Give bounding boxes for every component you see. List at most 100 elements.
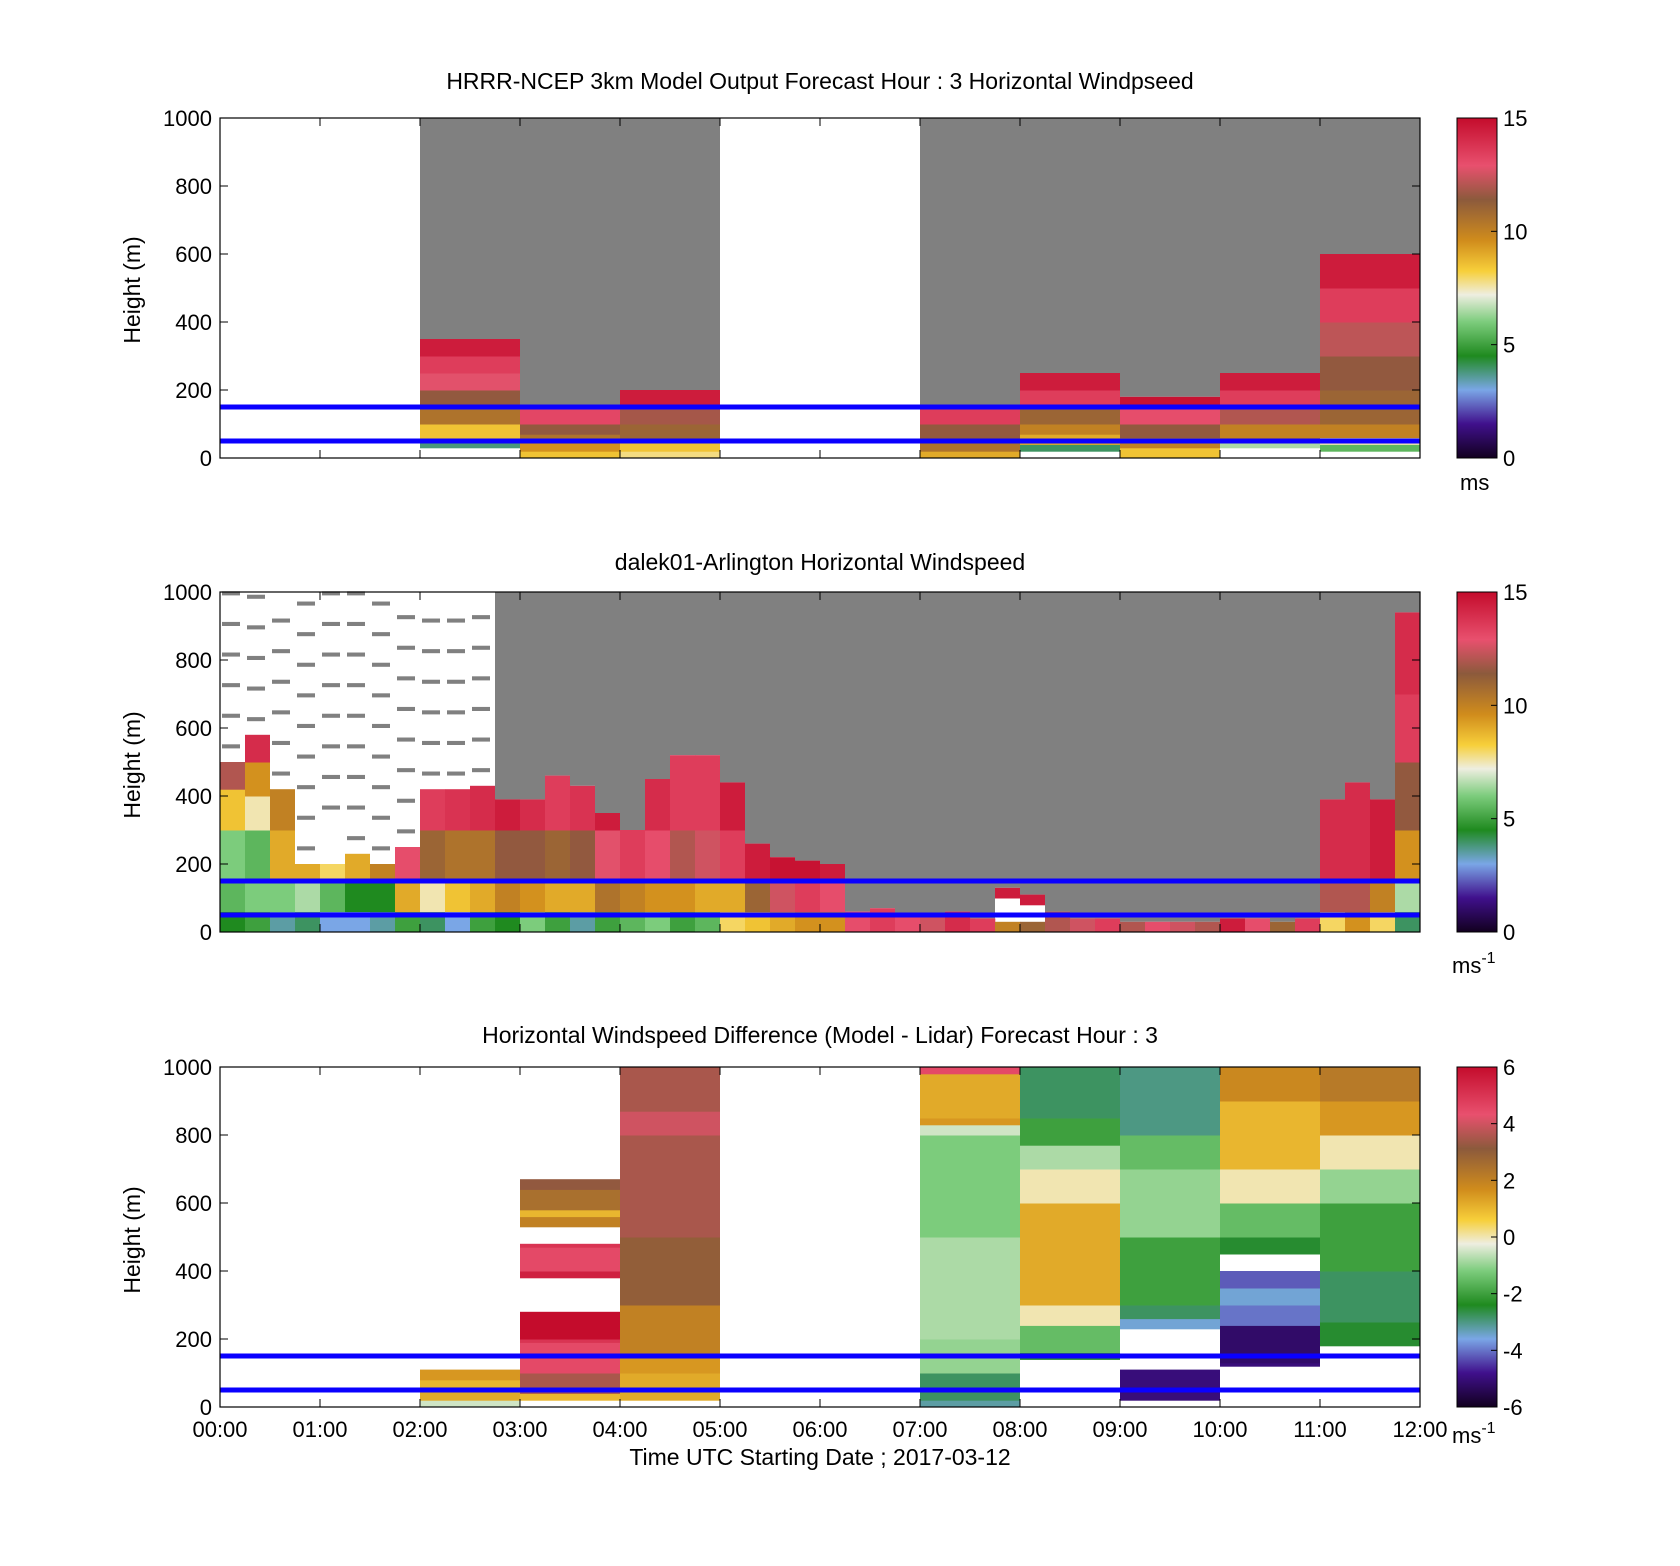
- panel-2-heatmap-cell: [372, 693, 390, 698]
- panel-2-heatmap-cell: [347, 805, 365, 810]
- panel-3-heatmap-cell: [1220, 1101, 1320, 1170]
- panel-3-colorbar-unit: ms-1: [1452, 1420, 1496, 1448]
- panel-2-heatmap-cell: [447, 679, 465, 684]
- panel-3: Horizontal Windspeed Difference (Model -…: [119, 1022, 1523, 1470]
- panel-3-x-tick-label: 02:00: [392, 1417, 447, 1442]
- panel-1: HRRR-NCEP 3km Model Output Forecast Hour…: [119, 68, 1527, 495]
- panel-3-y-tick-label: 800: [175, 1123, 212, 1148]
- panel-2-heatmap-cell: [220, 830, 246, 882]
- panel-2-heatmap-cell: [545, 775, 571, 831]
- panel-1-heatmap-cell: [1120, 447, 1220, 459]
- panel-2-nodata-block: [420, 592, 445, 790]
- panel-1-colorbar-tick-label: 15: [1503, 106, 1527, 131]
- panel-3-heatmap-cell: [1220, 1288, 1320, 1306]
- panel-2-heatmap-cell: [372, 662, 390, 667]
- panel-2-heatmap-cell: [447, 618, 465, 623]
- panel-3-ylabel: Height (m): [119, 1186, 145, 1293]
- panel-3-colorbar-ticks: -6 -4 -2 0 2 4 6: [1491, 1055, 1523, 1420]
- panel-2-heatmap-cell: [347, 836, 365, 841]
- panel-2-nodata-block: [1020, 592, 1045, 895]
- panel-2-heatmap-cell: [220, 881, 246, 913]
- panel-2-heatmap-cell: [470, 785, 496, 831]
- panel-2-nodata-block: [670, 592, 695, 756]
- panel-2-colorbar-gradient: [1456, 591, 1498, 933]
- panel-2-heatmap: [220, 591, 1421, 933]
- panel-2-heatmap-cell: [422, 679, 440, 684]
- panel-3-heatmap-cell: [1320, 1135, 1420, 1170]
- panel-2-heatmap-cell: [247, 717, 265, 722]
- panel-2-heatmap-cell: [372, 815, 390, 820]
- panel-2-title: dalek01-Arlington Horizontal Windspeed: [615, 549, 1025, 575]
- panel-3-colorbar: -6 -4 -2 0 2 4 6 ms-1: [1452, 1055, 1523, 1448]
- panel-2-nodata-block: [970, 592, 995, 919]
- panel-2-heatmap-cell: [297, 693, 315, 698]
- panel-2-y-tick-label: 200: [175, 852, 212, 877]
- panel-2-heatmap-cell: [472, 706, 490, 711]
- panel-3-x-tick-label: 10:00: [1192, 1417, 1247, 1442]
- panel-2-nodata-block: [1345, 592, 1370, 783]
- panel-3-x-tick-label: 12:00: [1392, 1417, 1447, 1442]
- panel-3-heatmap-cell: [520, 1247, 620, 1272]
- panel-1-heatmap-cell: [520, 441, 620, 452]
- panel-2-nodata-block: [920, 592, 945, 915]
- panel-1-heatmap-cell: [620, 441, 720, 452]
- panel-3-heatmap-cell: [920, 1118, 1020, 1126]
- panel-3-heatmap-cell: [1020, 1145, 1120, 1170]
- panel-2-heatmap-cell: [297, 754, 315, 759]
- panel-2-x-tick-marks: [219, 592, 1421, 932]
- panel-2-heatmap-cell: [220, 762, 246, 790]
- panel-3-heatmap-cell: [1320, 1067, 1420, 1102]
- panel-2-nodata-block: [270, 592, 295, 790]
- panel-2-heatmap-cell: [272, 740, 290, 745]
- panel-3-heatmap-cell: [620, 1356, 720, 1374]
- panel-2-heatmap-cell: [247, 625, 265, 630]
- panel-2-heatmap-cell: [820, 881, 846, 913]
- panel-2-heatmap-cell: [1320, 881, 1346, 913]
- panel-3-heatmap-cell: [1120, 1135, 1220, 1170]
- panel-2-colorbar-tick-label: 10: [1503, 693, 1527, 718]
- panel-2-heatmap-cell: [970, 918, 996, 933]
- panel-1-heatmap-cell: [920, 424, 1020, 442]
- panel-2-heatmap-cell: [470, 830, 496, 882]
- panel-2-nodata-block: [570, 592, 595, 786]
- panel-1-heatmap-cell: [420, 407, 520, 425]
- panel-2-colorbar-unit-base: ms: [1452, 953, 1481, 978]
- panel-2-heatmap-cell: [495, 830, 521, 882]
- panel-1-heatmap-cell: [1020, 444, 1120, 452]
- panel-3-x-tick-label: 11:00: [1293, 1417, 1346, 1442]
- panel-2-nodata-block: [345, 592, 370, 854]
- panel-1-heatmap-cell: [1220, 373, 1320, 391]
- panel-2-heatmap-cell: [720, 830, 746, 882]
- panel-3-heatmap-cell: [420, 1400, 520, 1408]
- panel-2-heatmap-cell: [495, 881, 521, 913]
- panel-2-heatmap-cell: [322, 683, 340, 688]
- panel-2-nodata-block: [820, 592, 845, 864]
- panel-3-heatmap-cell: [520, 1189, 620, 1211]
- panel-2-heatmap-cell: [397, 768, 415, 773]
- panel-1-colorbar-tick-label: 10: [1503, 219, 1527, 244]
- panel-2-nodata-block: [1295, 592, 1320, 919]
- panel-3-x-tick-label: 08:00: [992, 1417, 1047, 1442]
- panel-2-heatmap-cell: [695, 881, 721, 913]
- panel-1-heatmap-cell: [620, 390, 720, 408]
- panel-2-y-tick-label: 800: [175, 648, 212, 673]
- panel-2-heatmap-cell: [345, 881, 371, 913]
- panel-2-heatmap-cell: [397, 737, 415, 742]
- panel-2-heatmap-cell: [397, 706, 415, 711]
- panel-2-heatmap-cell: [347, 713, 365, 718]
- panel-3-heatmap-cell: [920, 1067, 1020, 1075]
- panel-2-heatmap-cell: [447, 740, 465, 745]
- panel-1-heatmap-cell: [920, 441, 1020, 452]
- panel-2-heatmap-cell: [322, 591, 340, 596]
- panel-1-heatmap-cell: [520, 451, 620, 459]
- panel-3-heatmap-cell: [1020, 1203, 1120, 1306]
- panel-2-heatmap-cell: [297, 632, 315, 637]
- panel-2-heatmap-cell: [420, 881, 446, 913]
- panel-2-nodata-block: [745, 592, 770, 844]
- panel-2-heatmap-cell: [347, 621, 365, 626]
- panel-2-nodata-block: [795, 592, 820, 861]
- panel-2-heatmap-cell: [570, 785, 596, 831]
- panel-3-colorbar-unit-base: ms: [1452, 1423, 1481, 1448]
- panel-1-heatmap-cell: [420, 339, 520, 357]
